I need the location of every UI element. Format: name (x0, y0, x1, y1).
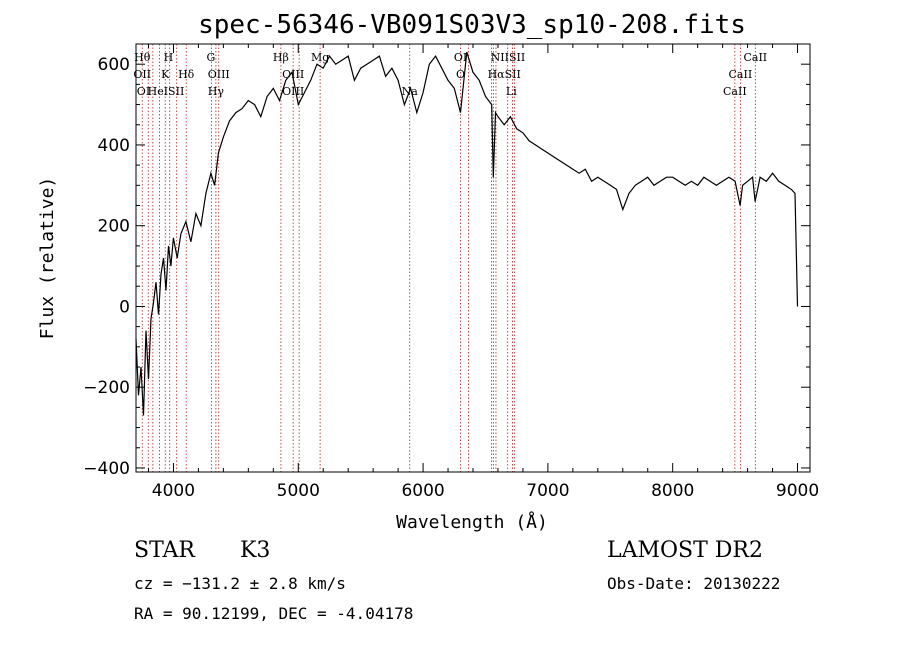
y-tick-label: 400 (98, 136, 130, 156)
y-tick-label: −200 (83, 378, 130, 398)
line-label: NIISII (491, 51, 526, 64)
y-tick-label: −400 (83, 459, 130, 479)
line-label: Hγ (208, 85, 225, 98)
line-label: CaII (743, 51, 767, 64)
survey-name: LAMOST DR2 (607, 538, 763, 563)
line-label: O (456, 68, 465, 81)
x-tick-label: 7000 (526, 481, 569, 501)
x-tick-label: 4000 (152, 481, 195, 501)
line-label: Hθ (134, 51, 151, 64)
x-tick-label: 9000 (776, 481, 819, 501)
line-label: H (164, 51, 174, 64)
line-label: OIII (208, 68, 230, 81)
line-label: OII (133, 68, 151, 81)
spectrum-line (135, 51, 799, 416)
line-label: Mg (311, 51, 329, 64)
emission-line-labels: Hθ H G Hβ Mg OI NIISII CaII OII K Hδ OIII OIII O HαSII… (133, 51, 767, 98)
line-label: Hδ (178, 68, 195, 81)
plot-frame (135, 43, 811, 473)
line-label: OI (137, 85, 150, 98)
y-axis-ticks: −400 −200 0 200 400 600 (83, 55, 810, 479)
x-axis-ticks: 4000 5000 6000 7000 8000 9000 (147, 44, 819, 501)
y-tick-label: 200 (98, 217, 130, 237)
x-tick-label: 8000 (651, 481, 694, 501)
line-label: HeISII (148, 85, 185, 98)
y-tick-label: 600 (98, 55, 130, 75)
x-tick-label: 5000 (277, 481, 320, 501)
object-subclass: K3 (240, 538, 271, 563)
x-axis-label: Wavelength (Å) (396, 511, 548, 533)
line-label: OIII (282, 85, 304, 98)
line-label: HαSII (488, 68, 521, 81)
line-label: OI (454, 51, 467, 64)
line-label: Hβ (273, 51, 289, 64)
chart-title: spec-56346-VB091S03V3_sp10-208.fits (198, 10, 746, 40)
x-tick-label: 6000 (401, 481, 444, 501)
line-label: CaII (723, 85, 747, 98)
ra-dec: RA = 90.12199, DEC = -4.04178 (134, 604, 414, 623)
observation-date: Obs-Date: 20130222 (607, 574, 781, 593)
line-label: K (161, 68, 170, 81)
y-tick-label: 0 (119, 297, 130, 317)
line-label: CaII (729, 68, 753, 81)
line-label: Li (506, 85, 517, 98)
object-class: STAR (134, 538, 195, 563)
redshift-cz: cz = −131.2 ± 2.8 km/s (134, 574, 346, 593)
emission-line-markers (141, 44, 756, 472)
line-label: G (206, 51, 215, 64)
y-axis-label: Flux (relative) (37, 177, 58, 340)
